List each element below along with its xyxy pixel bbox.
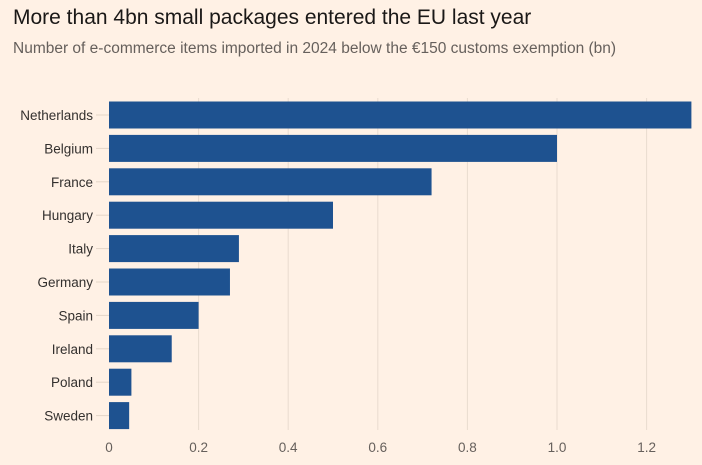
category-label: Germany [37,275,93,290]
bar-ireland [109,335,172,363]
bar-spain [109,301,199,329]
bar-france [109,168,432,196]
x-tick-label: 0.4 [279,440,298,455]
chart-subtitle: Number of e-commerce items imported in 2… [13,40,617,57]
category-label: Spain [58,308,93,323]
category-label: Hungary [42,208,93,223]
bar-sweden [109,402,130,430]
bar-italy [109,235,239,263]
category-label: Belgium [44,141,93,156]
category-label: France [51,175,93,190]
category-label: Ireland [52,342,93,357]
bar-poland [109,368,132,396]
category-label: Sweden [44,409,93,424]
x-tick-label: 0.8 [458,440,477,455]
chart-title: More than 4bn small packages entered the… [13,6,532,29]
x-tick-label: 1.2 [637,440,656,455]
bar-netherlands [109,101,692,129]
x-tick-label: 0 [105,440,113,455]
x-tick-label: 1.0 [548,440,567,455]
category-label: Italy [68,242,93,257]
bar-belgium [109,134,557,162]
x-tick-label: 0.6 [368,440,387,455]
category-label: Poland [51,375,93,390]
x-tick-label: 0.2 [189,440,208,455]
bar-hungary [109,201,333,229]
bar-germany [109,268,230,296]
category-label: Netherlands [20,108,93,123]
